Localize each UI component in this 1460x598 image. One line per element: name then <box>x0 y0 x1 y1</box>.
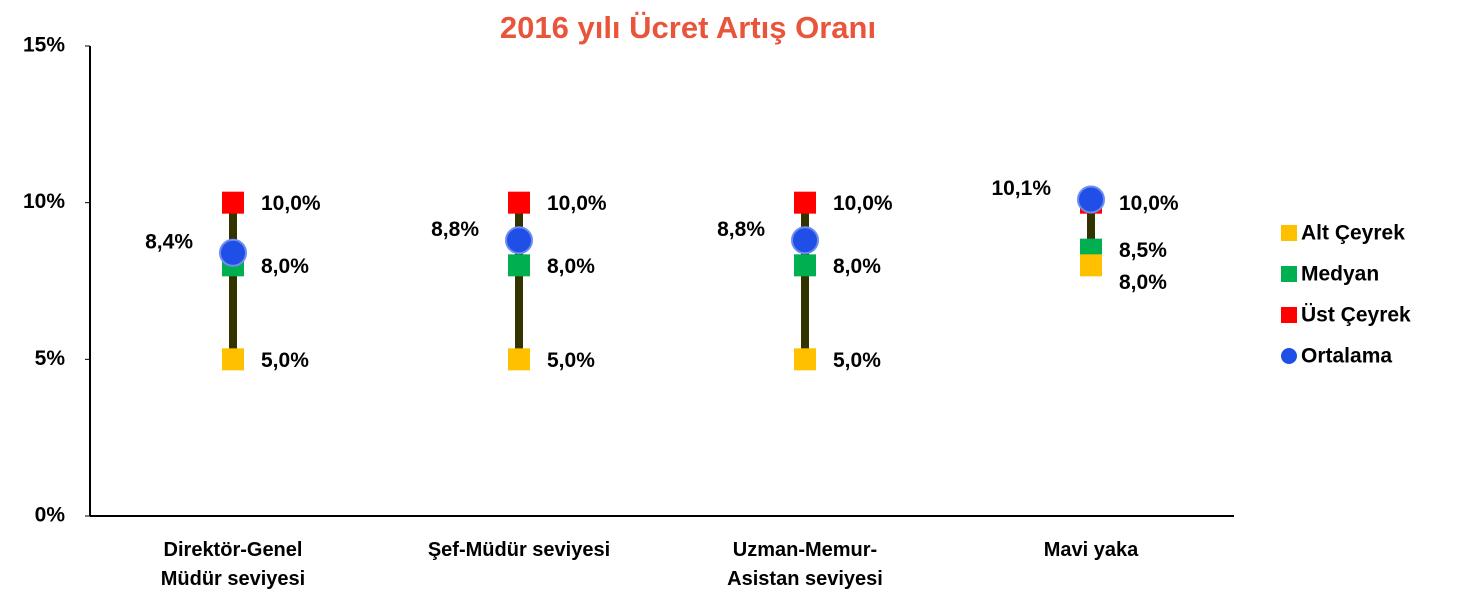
marker-2 <box>508 191 530 214</box>
x-tick-label: Direktör-Genel Müdür seviyesi <box>160 539 306 590</box>
data-label: 10,0% <box>1119 192 1179 215</box>
data-label: 8,0% <box>1119 271 1167 294</box>
marker-0 <box>222 348 244 371</box>
data-label: 8,8% <box>431 218 479 241</box>
marker-2 <box>794 191 816 214</box>
legend-swatch <box>1281 348 1297 364</box>
data-label: 8,0% <box>547 255 595 278</box>
y-tick-label: 0% <box>35 504 66 527</box>
data-label: 8,8% <box>717 218 765 241</box>
marker-mean <box>505 226 533 255</box>
legend-label: Medyan <box>1301 263 1379 286</box>
legend-swatch <box>1281 307 1297 323</box>
legend-swatch <box>1281 266 1297 282</box>
data-label: 10,0% <box>833 192 893 215</box>
data-label: 8,0% <box>833 255 881 278</box>
data-label: 10,0% <box>547 192 607 215</box>
chart-title: 2016 yılı Ücret Artış Oranı <box>500 10 876 45</box>
marker-1 <box>508 254 530 277</box>
marker-1 <box>794 254 816 277</box>
legend-label: Alt Çeyrek <box>1301 222 1405 245</box>
marker-mean <box>1077 185 1105 214</box>
data-label: 8,0% <box>261 255 309 278</box>
legend-swatch <box>1281 225 1297 241</box>
y-tick-label: 5% <box>35 347 66 370</box>
y-tick-label: 10% <box>23 190 65 213</box>
data-label: 8,4% <box>145 230 193 253</box>
data-label: 8,5% <box>1119 239 1167 262</box>
x-tick-label: Mavi yaka <box>1043 539 1139 561</box>
data-label: 5,0% <box>833 349 881 372</box>
marker-0 <box>508 348 530 371</box>
marker-0 <box>794 348 816 371</box>
y-tick-label: 15% <box>23 34 65 57</box>
x-tick-label: Şef-Müdür seviyesi <box>427 539 611 561</box>
data-label: 5,0% <box>261 349 309 372</box>
marker-mean <box>219 238 247 267</box>
marker-2 <box>222 191 244 214</box>
data-label: 10,0% <box>261 192 321 215</box>
x-tick-label: Uzman-Memur- Asistan seviyesi <box>727 539 883 590</box>
marker-mean <box>791 226 819 255</box>
legend-label: Ortalama <box>1301 345 1392 368</box>
data-label: 10,1% <box>991 177 1051 200</box>
data-label: 5,0% <box>547 349 595 372</box>
legend-label: Üst Çeyrek <box>1301 304 1411 327</box>
marker-0 <box>1080 254 1102 277</box>
